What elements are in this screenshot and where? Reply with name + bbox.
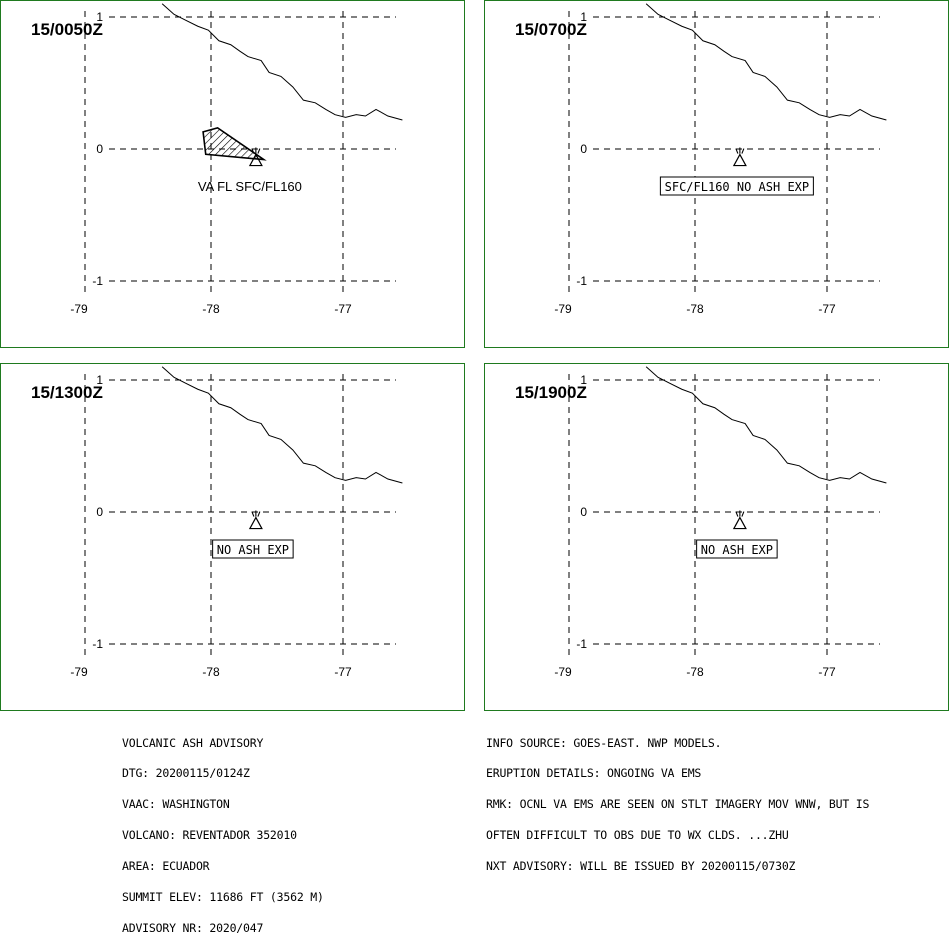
forecast-map-1: 1 0 -1 -79 -78 -77 15/0050Z VA FL SFC/FL160	[31, 3, 403, 316]
lat-tick-label: -1	[92, 637, 103, 651]
remarks-line-2: OFTEN DIFFICULT TO OBS DUE TO WX CLDS. .…	[486, 828, 789, 843]
advisory-title: VOLCANIC ASH ADVISORY	[122, 735, 264, 750]
forecast-panel-3: 1 0 -1 -79 -78 -77 15/1300Z NO ASH EXP	[0, 363, 465, 711]
forecast-panel-4: 1 0 -1 -79 -78 -77 15/1900Z NO ASH EXP	[484, 363, 949, 711]
advisory-volcano: VOLCANO: REVENTADOR 352010	[122, 828, 297, 843]
lat-tick-label: 0	[96, 142, 103, 156]
lon-tick-label: -78	[202, 665, 220, 679]
forecast-label: NO ASH EXP	[701, 543, 773, 557]
coastline	[161, 3, 403, 121]
lon-tick-label: -77	[818, 665, 836, 679]
forecast-map-4: 1 0 -1 -79 -78 -77 15/1900Z NO ASH EXP	[515, 366, 887, 679]
lat-tick-label: 1	[580, 10, 587, 24]
panel-dtg: 15/0700Z	[515, 20, 587, 39]
forecast-label-box: SFC/FL160 NO ASH EXP	[659, 176, 814, 196]
advisory-vaac: VAAC: WASHINGTON	[122, 797, 230, 812]
panel-dtg: 15/1300Z	[31, 383, 103, 402]
forecast-panel-2: 1 0 -1 -79 -78 -77 15/0700Z SFC/FL160 NO ASH EX…	[484, 0, 949, 348]
panel-dtg: 15/1900Z	[515, 383, 587, 402]
forecast-panel-1: 1 0 -1 -79 -78 -77 15/0050Z VA FL SFC/FL160	[0, 0, 465, 348]
eruption-details: ERUPTION DETAILS: ONGOING VA EMS	[486, 766, 702, 781]
forecast-label: SFC/FL160 NO ASH EXP	[665, 180, 810, 194]
coastline	[161, 366, 403, 484]
coastline	[645, 3, 887, 121]
next-advisory: NXT ADVISORY: WILL BE ISSUED BY 20200115…	[486, 859, 796, 874]
forecast-label-box: NO ASH EXP	[696, 539, 778, 559]
lat-tick-label: 0	[580, 505, 587, 519]
volcano-icon	[732, 510, 747, 530]
info-source: INFO SOURCE: GOES-EAST. NWP MODELS.	[486, 735, 722, 750]
lon-tick-label: -79	[554, 302, 572, 316]
lon-tick-label: -78	[686, 665, 704, 679]
lon-tick-label: -77	[334, 665, 352, 679]
lon-tick-label: -79	[70, 665, 88, 679]
lat-tick-label: 1	[96, 10, 103, 24]
forecast-label-box: NO ASH EXP	[212, 539, 294, 559]
lon-tick-label: -78	[202, 302, 220, 316]
lon-tick-label: -78	[686, 302, 704, 316]
lat-tick-label: 0	[96, 505, 103, 519]
advisory-dtg: DTG: 20200115/0124Z	[122, 766, 250, 781]
volcano-icon	[248, 510, 263, 530]
advisory-block: VOLCANIC ASH ADVISORY DTG: 20200115/0124…	[122, 717, 324, 944]
forecast-map-3: 1 0 -1 -79 -78 -77 15/1300Z NO ASH EXP	[31, 366, 403, 679]
ash-cloud-area	[202, 127, 267, 161]
lat-tick-label: -1	[576, 274, 587, 288]
lon-tick-label: -77	[334, 302, 352, 316]
coastline	[645, 366, 887, 484]
lat-tick-label: 1	[580, 373, 587, 387]
flight-level-label: VA FL SFC/FL160	[198, 179, 302, 194]
lon-tick-label: -77	[818, 302, 836, 316]
info-block: INFO SOURCE: GOES-EAST. NWP MODELS. ERUP…	[486, 717, 869, 882]
lon-tick-label: -79	[70, 302, 88, 316]
lat-tick-label: 0	[580, 142, 587, 156]
forecast-label: NO ASH EXP	[217, 543, 289, 557]
forecast-map-2: 1 0 -1 -79 -78 -77 15/0700Z SFC/FL160 NO ASH EX…	[515, 3, 887, 316]
panel-dtg: 15/0050Z	[31, 20, 103, 39]
volcano-icon	[732, 147, 747, 167]
lat-tick-label: 1	[96, 373, 103, 387]
lat-tick-label: -1	[576, 637, 587, 651]
advisory-area: AREA: ECUADOR	[122, 859, 210, 874]
advisory-number: ADVISORY NR: 2020/047	[122, 920, 264, 935]
advisory-summit-elev: SUMMIT ELEV: 11686 FT (3562 M)	[122, 890, 324, 905]
lon-tick-label: -79	[554, 665, 572, 679]
lat-tick-label: -1	[92, 274, 103, 288]
remarks-line-1: RMK: OCNL VA EMS ARE SEEN ON STLT IMAGER…	[486, 797, 870, 812]
